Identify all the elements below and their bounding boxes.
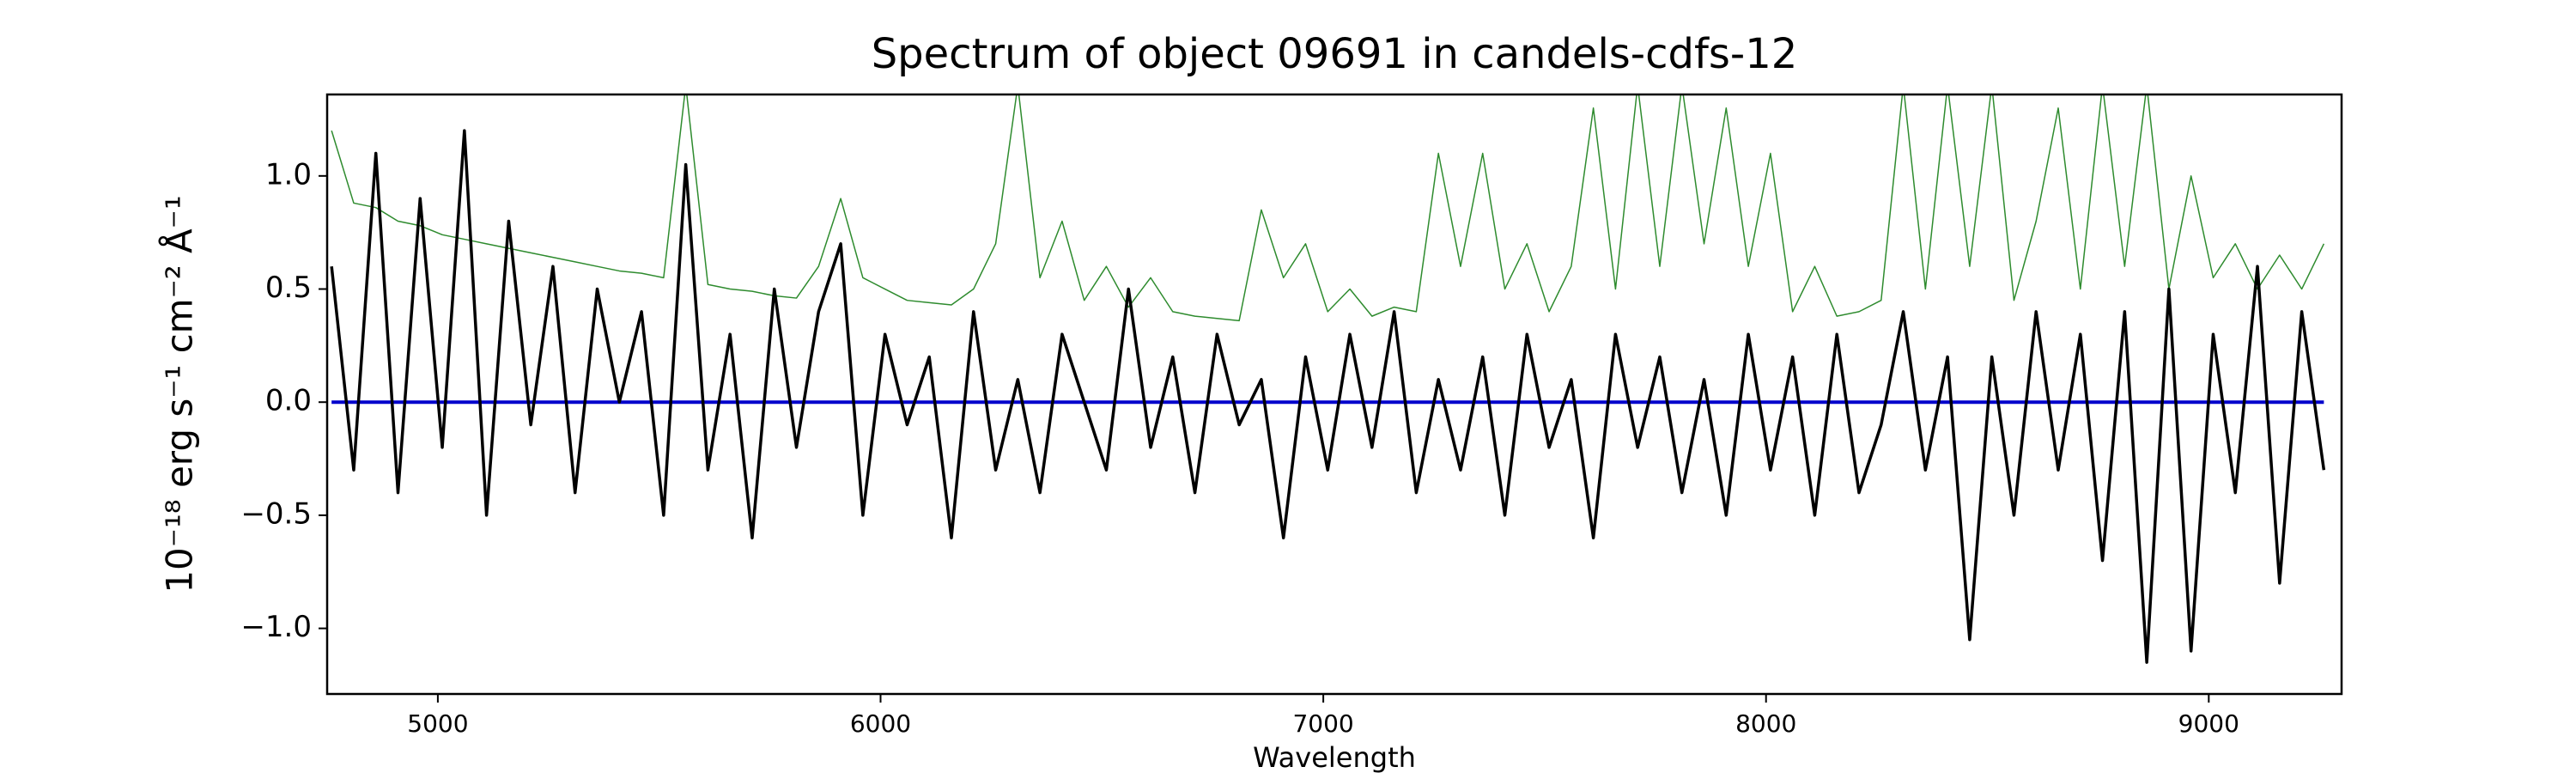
plot-area (330, 94, 2326, 664)
x-tick-label: 8000 (1735, 709, 1796, 738)
axes-frame (325, 93, 2343, 696)
y-tick-label: 0.5 (265, 271, 312, 305)
y-tick-label: −0.5 (240, 496, 312, 531)
spectrum-line (331, 94, 2325, 322)
x-tick-label: 9000 (2178, 709, 2239, 738)
y-tick-label: 1.0 (265, 157, 312, 192)
x-axis-label: Wavelength (1253, 741, 1416, 773)
spectrum-line (330, 129, 2326, 664)
x-tick-label: 5000 (407, 709, 468, 738)
y-tick-label: 0.0 (265, 384, 312, 418)
y-axis-label: 10⁻¹⁸ erg s⁻¹ cm⁻² Å⁻¹ (158, 195, 201, 593)
y-tick-label: −1.0 (240, 610, 312, 644)
chart-title: Spectrum of object 09691 in candels-cdfs… (872, 30, 1798, 78)
x-tick-label: 7000 (1292, 709, 1353, 738)
x-tick-label: 6000 (850, 709, 911, 738)
